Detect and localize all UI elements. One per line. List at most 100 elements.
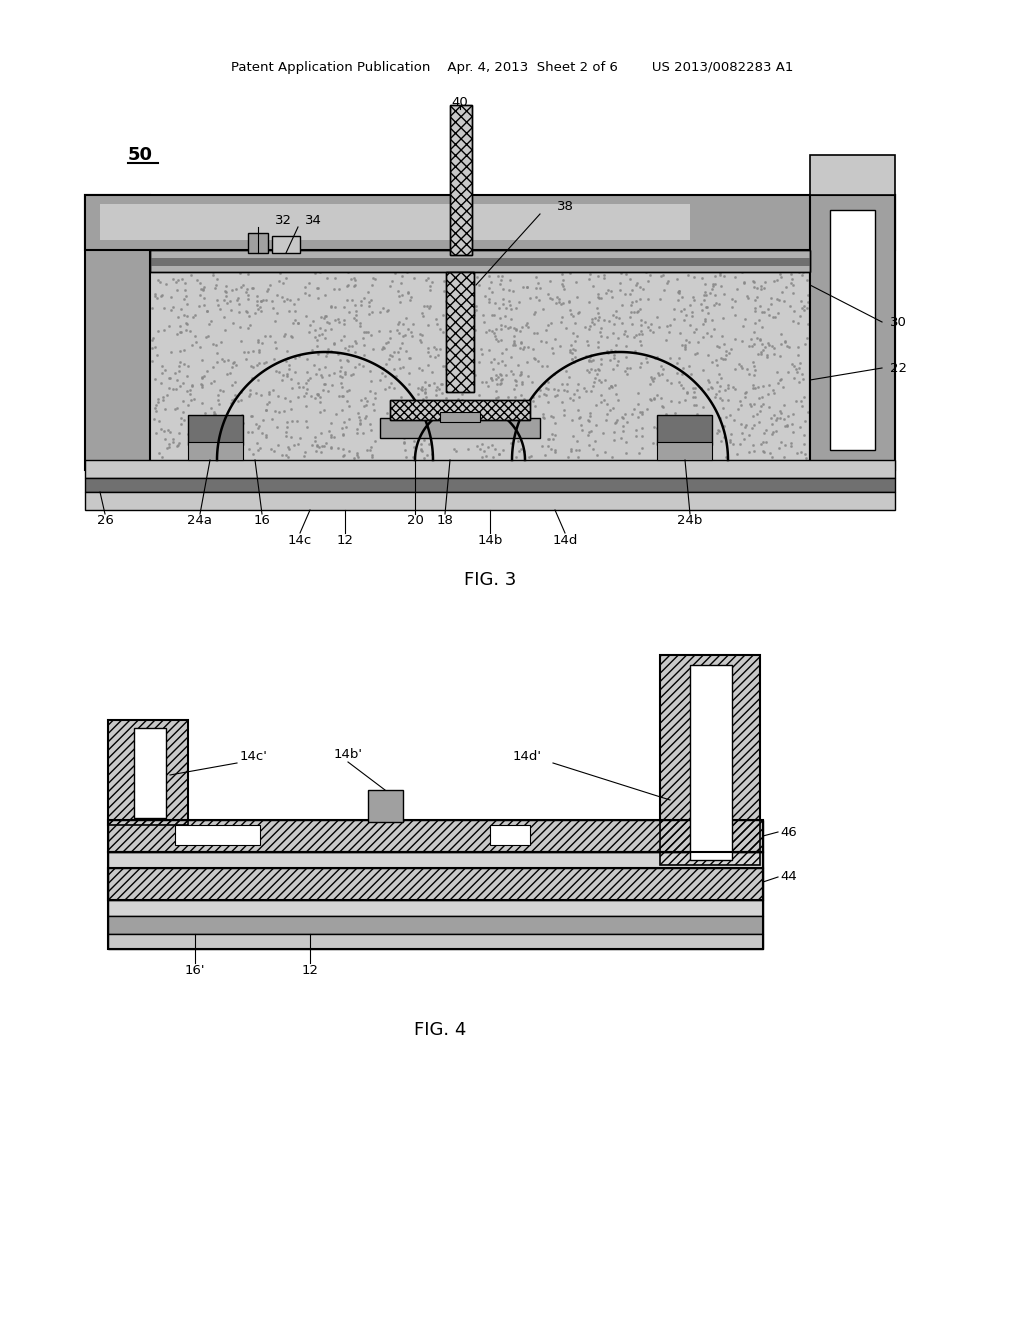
Point [401, 289, 418, 310]
Point [419, 296, 435, 317]
Point [353, 294, 370, 315]
Point [464, 304, 480, 325]
Point [477, 256, 494, 277]
Point [236, 342, 252, 363]
Point [276, 323, 293, 345]
Point [223, 298, 240, 319]
Point [624, 280, 640, 301]
Point [323, 424, 339, 445]
Point [464, 329, 480, 350]
Point [537, 445, 553, 466]
Point [440, 281, 457, 302]
Point [761, 334, 777, 355]
Point [359, 281, 376, 302]
Point [593, 260, 609, 281]
Point [360, 294, 377, 315]
Point [681, 414, 697, 436]
Point [154, 362, 170, 383]
Point [364, 445, 380, 466]
Point [495, 400, 511, 421]
Point [398, 341, 415, 362]
Point [358, 391, 375, 412]
Point [460, 378, 476, 399]
Point [553, 264, 569, 285]
Point [680, 264, 696, 285]
Point [577, 378, 593, 399]
Bar [108, 869, 763, 900]
Point [341, 395, 357, 416]
Point [794, 396, 810, 417]
Point [678, 330, 694, 351]
Point [743, 417, 760, 438]
Point [171, 376, 187, 397]
Point [279, 363, 295, 384]
Point [709, 355, 725, 376]
Point [718, 446, 734, 467]
Point [708, 265, 724, 286]
Point [170, 306, 186, 327]
Point [564, 306, 581, 327]
Point [512, 364, 528, 385]
Point [330, 308, 346, 329]
Point [290, 288, 306, 309]
Point [705, 279, 721, 300]
Point [484, 359, 501, 380]
Point [563, 348, 580, 370]
Point [298, 396, 314, 417]
Point [775, 409, 792, 430]
Point [531, 380, 548, 401]
Point [220, 417, 237, 438]
Point [650, 442, 667, 463]
Point [685, 381, 701, 403]
Point [632, 298, 648, 319]
Point [351, 407, 368, 428]
Bar [660, 655, 760, 865]
Point [588, 414, 604, 436]
Point [545, 429, 561, 450]
Point [790, 337, 806, 358]
Point [699, 378, 716, 399]
Point [729, 444, 745, 465]
Point [638, 399, 654, 420]
Point [319, 339, 336, 360]
Point [332, 366, 348, 387]
Point [191, 272, 208, 293]
Point [241, 385, 257, 407]
Point [742, 393, 759, 414]
Point [309, 343, 326, 364]
Point [471, 416, 487, 437]
Point [764, 413, 780, 434]
Point [312, 387, 329, 408]
Point [308, 436, 325, 457]
Point [490, 444, 507, 465]
Point [549, 384, 565, 405]
Point [299, 379, 315, 400]
Point [422, 276, 438, 297]
Point [716, 426, 732, 447]
Point [184, 428, 201, 449]
Point [187, 251, 204, 272]
Point [182, 264, 199, 285]
Point [228, 289, 245, 310]
Point [584, 312, 600, 333]
Point [759, 347, 775, 368]
Point [546, 379, 562, 400]
Point [172, 322, 188, 343]
Point [179, 395, 196, 416]
Point [456, 326, 472, 347]
Point [489, 391, 506, 412]
Point [773, 323, 790, 345]
Point [337, 363, 353, 384]
Bar [272, 236, 300, 253]
Point [300, 370, 316, 391]
Point [630, 383, 646, 404]
Point [259, 281, 275, 302]
Point [389, 341, 406, 362]
Bar [85, 478, 895, 492]
Point [528, 267, 545, 288]
Point [750, 343, 766, 364]
Point [483, 351, 500, 372]
Point [258, 400, 274, 421]
Point [753, 279, 769, 300]
Point [702, 376, 719, 397]
